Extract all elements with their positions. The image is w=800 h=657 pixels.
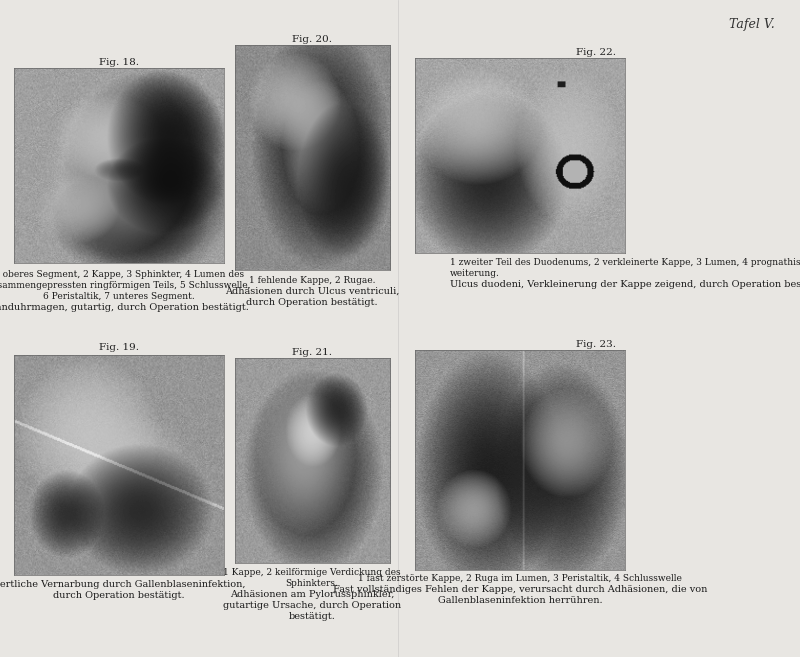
Text: 6: 6	[21, 216, 26, 224]
Text: 1 fehlende Kappe, 2 Rugae.: 1 fehlende Kappe, 2 Rugae.	[249, 276, 375, 285]
Text: Tafel V.: Tafel V.	[730, 18, 775, 31]
Text: bestätigt.: bestätigt.	[289, 612, 335, 621]
Text: weiterung.: weiterung.	[450, 269, 500, 278]
Text: 4: 4	[421, 511, 426, 519]
Text: Lumen: Lumen	[102, 405, 136, 414]
Text: Adhäsionen durch Ulcus ventriculi,: Adhäsionen durch Ulcus ventriculi,	[225, 287, 399, 296]
Text: Fig. 23.: Fig. 23.	[576, 340, 616, 349]
Text: durch Operation bestätigt.: durch Operation bestätigt.	[53, 591, 185, 600]
Text: 5: 5	[21, 204, 26, 212]
Text: Fig. 19.: Fig. 19.	[99, 343, 139, 352]
Text: Fig. 22.: Fig. 22.	[576, 48, 616, 57]
Text: gutartige Ursache, durch Operation: gutartige Ursache, durch Operation	[223, 601, 401, 610]
Text: örtliche Ternar-
bung: örtliche Ternar- bung	[39, 498, 100, 515]
Text: Hut: Hut	[74, 390, 93, 399]
Text: Sanduhrmagen, gutartig, durch Operation bestätigt.: Sanduhrmagen, gutartig, durch Operation …	[0, 303, 249, 312]
Text: Fig. 20.: Fig. 20.	[292, 35, 332, 44]
Text: 3: 3	[421, 461, 426, 468]
Text: 1: 1	[421, 89, 426, 97]
Text: Fig. 18.: Fig. 18.	[99, 58, 139, 67]
Text: Fast vollständiges Fehlen der Kappe, verursacht durch Adhäsionen, die von: Fast vollständiges Fehlen der Kappe, ver…	[333, 585, 707, 594]
Text: Fig. 21.: Fig. 21.	[292, 348, 332, 357]
Text: 2: 2	[237, 187, 242, 194]
Text: zusammengepressten ringförmigen Teils, 5 Schlusswelle,: zusammengepressten ringförmigen Teils, 5…	[0, 281, 250, 290]
Text: 4: 4	[421, 187, 426, 194]
Text: Oertliche Vernarbung durch Gallenblaseninfektion,: Oertliche Vernarbung durch Gallenblaseni…	[0, 580, 246, 589]
Text: 2: 2	[21, 140, 26, 148]
Text: 1: 1	[237, 173, 242, 181]
Text: 3: 3	[421, 136, 426, 144]
Text: 1: 1	[421, 394, 426, 402]
Text: 1: 1	[242, 415, 246, 424]
Text: 7: 7	[21, 226, 26, 234]
Text: 1 zweiter Teil des Duodenums, 2 verkleinerte Kappe, 3 Lumen, 4 prognathische Er-: 1 zweiter Teil des Duodenums, 2 verklein…	[450, 258, 800, 267]
Text: 1: 1	[21, 113, 26, 121]
Text: Peristaltische
Kontraktion: Peristaltische Kontraktion	[52, 463, 104, 480]
Text: 2: 2	[421, 414, 426, 422]
Text: 2: 2	[242, 461, 246, 468]
Text: durch Operation bestätigt.: durch Operation bestätigt.	[246, 298, 378, 307]
Text: 2: 2	[421, 116, 426, 124]
Text: 1 fast zerstörte Kappe, 2 Ruga im Lumen, 3 Peristaltik, 4 Schlusswelle: 1 fast zerstörte Kappe, 2 Ruga im Lumen,…	[358, 574, 682, 583]
Text: Sphinkters.: Sphinkters.	[286, 579, 338, 588]
Text: Gallenblaseninfektion herrühren.: Gallenblaseninfektion herrühren.	[438, 596, 602, 605]
Text: 6 Peristaltik, 7 unteres Segment.: 6 Peristaltik, 7 unteres Segment.	[43, 292, 195, 301]
Text: 3: 3	[21, 150, 26, 158]
Text: Adhäsionen am Pylorussphinkler,: Adhäsionen am Pylorussphinkler,	[230, 590, 394, 599]
Text: 4: 4	[21, 160, 26, 168]
Text: 1 Kappe, 2 keilförmige Verdickung des: 1 Kappe, 2 keilförmige Verdickung des	[223, 568, 401, 577]
Text: Ulcus duodeni, Verkleinerung der Kappe zeigend, durch Operation bestätigt.: Ulcus duodeni, Verkleinerung der Kappe z…	[450, 280, 800, 289]
Text: 1 oberes Segment, 2 Kappe, 3 Sphinkter, 4 Lumen des: 1 oberes Segment, 2 Kappe, 3 Sphinkter, …	[0, 270, 244, 279]
